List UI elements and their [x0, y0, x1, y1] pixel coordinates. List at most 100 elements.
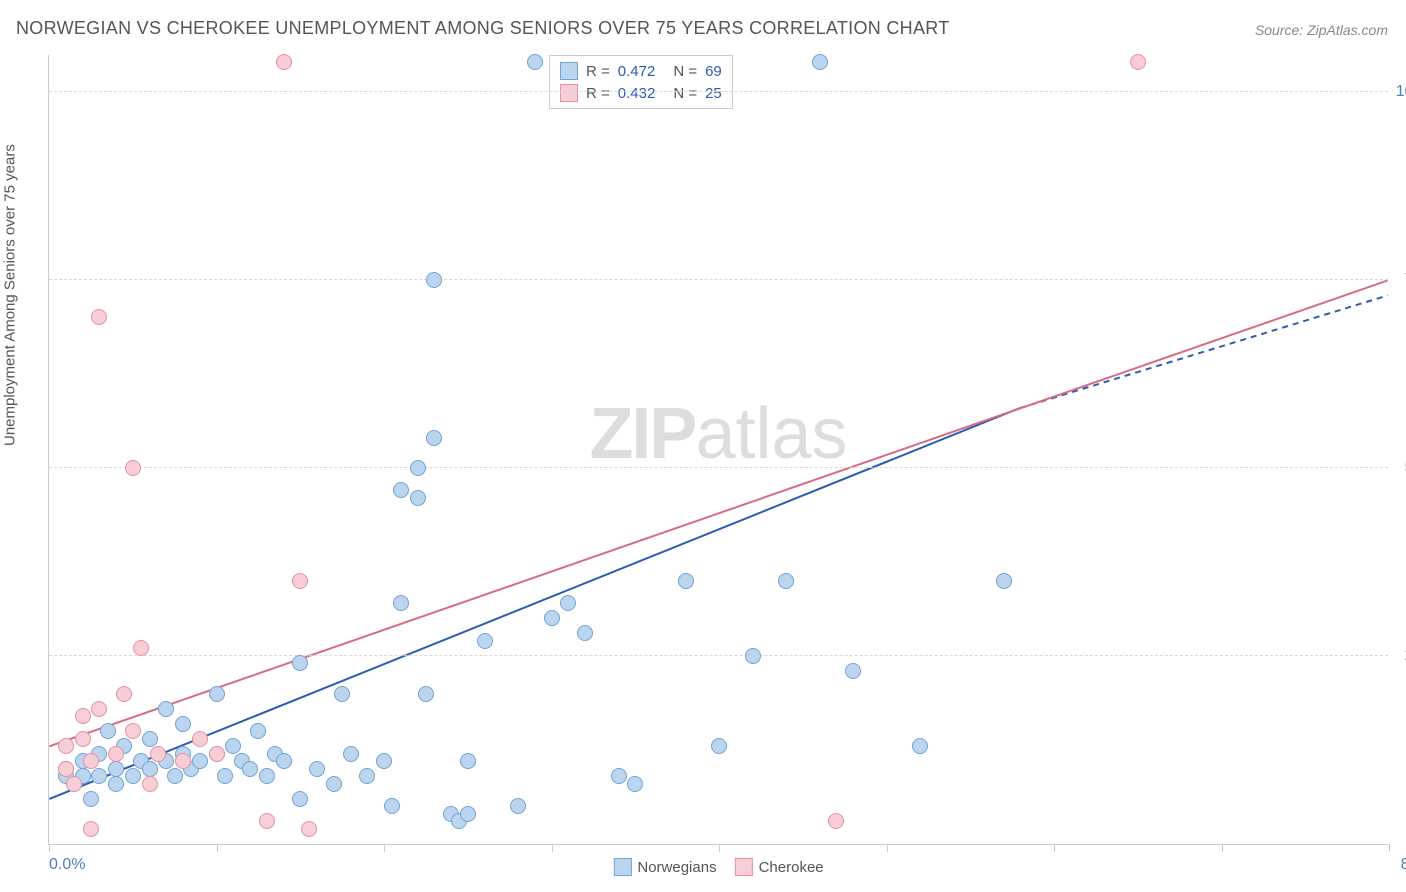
- scatter-point: [384, 798, 400, 814]
- x-tick: [384, 844, 385, 852]
- legend-stats-box: R = 0.472 N = 69 R = 0.432 N = 25: [549, 55, 733, 109]
- scatter-point: [510, 798, 526, 814]
- scatter-point: [577, 625, 593, 641]
- trend-lines-svg: [49, 55, 1388, 844]
- scatter-point: [359, 768, 375, 784]
- legend-swatch-norwegians: [560, 62, 578, 80]
- scatter-point: [1130, 54, 1146, 70]
- n-value: 69: [705, 63, 722, 80]
- x-tick-label: 80.0%: [1401, 856, 1406, 874]
- scatter-point: [376, 753, 392, 769]
- r-label: R =: [586, 63, 610, 80]
- scatter-point: [678, 573, 694, 589]
- scatter-point: [276, 54, 292, 70]
- watermark-part1: ZIP: [589, 394, 695, 474]
- scatter-point: [125, 768, 141, 784]
- gridline: [49, 279, 1388, 280]
- legend-stats-row: R = 0.472 N = 69: [560, 60, 722, 82]
- scatter-point: [142, 776, 158, 792]
- scatter-point: [410, 460, 426, 476]
- legend-item-cherokee: Cherokee: [735, 858, 824, 876]
- gridline: [49, 467, 1388, 468]
- plot-area: ZIPatlas R = 0.472 N = 69 R = 0.432 N = …: [48, 55, 1388, 845]
- n-label: N =: [673, 63, 697, 80]
- scatter-point: [560, 595, 576, 611]
- scatter-point: [460, 753, 476, 769]
- scatter-point: [996, 573, 1012, 589]
- legend-label: Norwegians: [637, 859, 716, 876]
- n-label: N =: [673, 85, 697, 102]
- scatter-point: [108, 776, 124, 792]
- x-tick-label: 0.0%: [49, 856, 85, 874]
- r-value: 0.432: [618, 85, 656, 102]
- scatter-point: [192, 753, 208, 769]
- x-tick: [552, 844, 553, 852]
- legend-series: Norwegians Cherokee: [613, 858, 823, 876]
- scatter-point: [828, 813, 844, 829]
- scatter-point: [477, 633, 493, 649]
- scatter-point: [108, 761, 124, 777]
- scatter-point: [75, 731, 91, 747]
- legend-swatch-norwegians: [613, 858, 631, 876]
- scatter-point: [225, 738, 241, 754]
- scatter-point: [91, 768, 107, 784]
- scatter-point: [845, 663, 861, 679]
- trend-line: [49, 280, 1387, 746]
- scatter-point: [527, 54, 543, 70]
- scatter-point: [301, 821, 317, 837]
- scatter-point: [544, 610, 560, 626]
- x-tick: [49, 844, 50, 852]
- scatter-point: [242, 761, 258, 777]
- scatter-point: [611, 768, 627, 784]
- scatter-point: [83, 791, 99, 807]
- scatter-point: [91, 701, 107, 717]
- scatter-point: [276, 753, 292, 769]
- scatter-point: [343, 746, 359, 762]
- watermark: ZIPatlas: [589, 393, 847, 475]
- scatter-point: [334, 686, 350, 702]
- scatter-point: [142, 731, 158, 747]
- r-value: 0.472: [618, 63, 656, 80]
- scatter-point: [83, 753, 99, 769]
- scatter-point: [393, 595, 409, 611]
- scatter-point: [209, 686, 225, 702]
- scatter-point: [167, 768, 183, 784]
- scatter-point: [133, 640, 149, 656]
- scatter-point: [175, 716, 191, 732]
- scatter-point: [58, 761, 74, 777]
- scatter-point: [460, 806, 476, 822]
- x-tick: [719, 844, 720, 852]
- scatter-point: [158, 701, 174, 717]
- gridline: [49, 655, 1388, 656]
- correlation-chart: NORWEGIAN VS CHEROKEE UNEMPLOYMENT AMONG…: [0, 0, 1406, 892]
- scatter-point: [125, 460, 141, 476]
- gridline: [49, 91, 1388, 92]
- scatter-point: [627, 776, 643, 792]
- scatter-point: [125, 723, 141, 739]
- y-tick-label: 100.0%: [1396, 83, 1406, 101]
- scatter-point: [58, 738, 74, 754]
- n-value: 25: [705, 85, 722, 102]
- scatter-point: [292, 655, 308, 671]
- legend-swatch-cherokee: [560, 84, 578, 102]
- scatter-point: [83, 821, 99, 837]
- scatter-point: [393, 482, 409, 498]
- scatter-point: [745, 648, 761, 664]
- scatter-point: [116, 686, 132, 702]
- scatter-point: [217, 768, 233, 784]
- scatter-point: [75, 708, 91, 724]
- scatter-point: [91, 309, 107, 325]
- scatter-point: [150, 746, 166, 762]
- trend-line: [1020, 295, 1388, 408]
- scatter-point: [108, 746, 124, 762]
- scatter-point: [292, 791, 308, 807]
- y-axis-label: Unemployment Among Seniors over 75 years: [2, 144, 19, 446]
- x-tick: [1054, 844, 1055, 852]
- scatter-point: [100, 723, 116, 739]
- scatter-point: [209, 746, 225, 762]
- legend-swatch-cherokee: [735, 858, 753, 876]
- scatter-point: [812, 54, 828, 70]
- scatter-point: [418, 686, 434, 702]
- source-attribution: Source: ZipAtlas.com: [1255, 22, 1388, 38]
- x-tick: [887, 844, 888, 852]
